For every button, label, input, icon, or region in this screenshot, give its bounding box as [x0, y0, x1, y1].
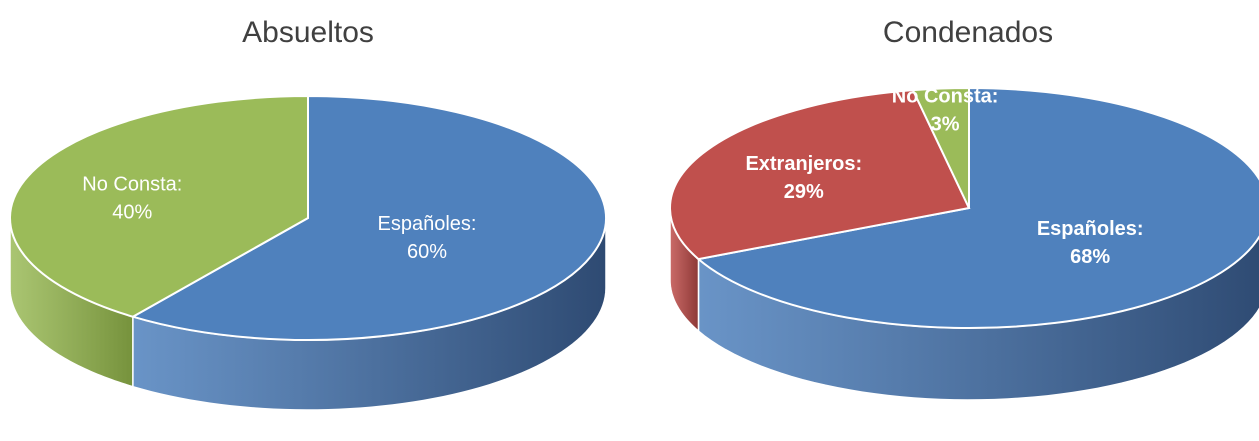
- pie-chart-condenados: Condenados Españoles: 68% Extranjeros: 29% N…: [669, 16, 1259, 401]
- pie-slice-extranjeros: [669, 89, 971, 261]
- data-label-espanoles: Españoles:: [378, 213, 477, 235]
- data-label-espanoles: Españoles:: [1037, 218, 1144, 240]
- data-value-no-consta: 3%: [931, 114, 960, 136]
- data-value-no-consta: 40%: [112, 202, 152, 224]
- chart-title-condenados: Condenados: [883, 16, 1053, 49]
- pie-slice-no-consta: [9, 94, 309, 318]
- data-label-no-consta: No Consta:: [892, 86, 999, 108]
- pie-slice-espanoles: [130, 94, 607, 341]
- pie-slice-espanoles: [696, 86, 1259, 329]
- pie-chart-absueltos: Absueltos Españoles: 60% No Consta: 40%: [9, 16, 607, 411]
- data-value-espanoles: 68%: [1070, 246, 1110, 268]
- pie-slice-no-consta: [911, 86, 970, 209]
- data-label-extranjeros: Extranjeros:: [745, 153, 862, 175]
- data-value-extranjeros: 29%: [784, 181, 824, 203]
- chart-title-absueltos: Absueltos: [242, 16, 374, 49]
- data-label-no-consta: No Consta:: [82, 174, 182, 196]
- data-value-espanoles: 60%: [407, 241, 447, 263]
